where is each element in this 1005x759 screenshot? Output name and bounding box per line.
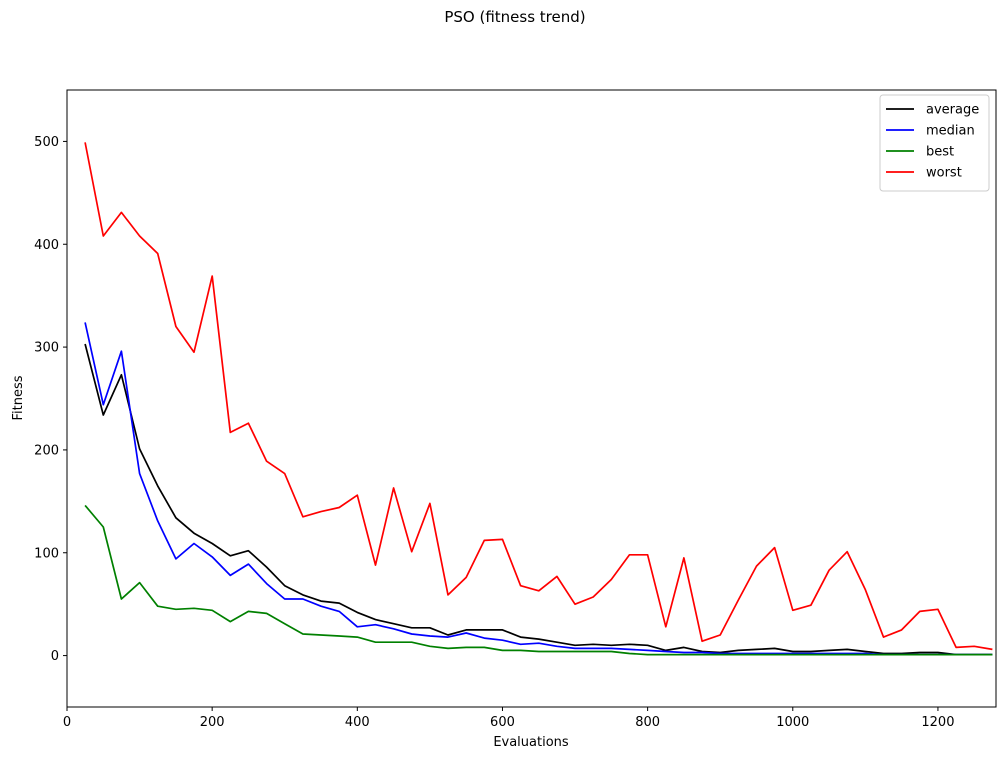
plot-area-frame <box>66 89 997 708</box>
series-lines <box>84 142 993 656</box>
x-tick-label: 600 <box>490 715 515 730</box>
y-tick-label: 500 <box>34 135 59 150</box>
legend-label-median: median <box>926 124 975 139</box>
legend-label-best: best <box>926 145 954 160</box>
legend-label-worst: worst <box>926 166 962 181</box>
x-tick-label: 800 <box>635 715 660 730</box>
x-axis: 0 200 400 600 800 1000 1200 <box>63 707 954 730</box>
x-tick-label: 0 <box>63 715 71 730</box>
x-tick-label: 1000 <box>776 715 809 730</box>
y-tick-label: 400 <box>34 238 59 253</box>
y-tick-label: 100 <box>34 546 59 561</box>
y-axis: 0 100 200 300 400 500 <box>34 135 67 664</box>
series-line-average <box>84 343 993 656</box>
legend-box <box>879 94 990 192</box>
x-tick-label: 1200 <box>921 715 954 730</box>
legend: average median best worst <box>879 94 990 192</box>
chart-title: PSO (fitness trend) <box>444 8 585 26</box>
y-tick-label: 0 <box>51 649 59 664</box>
x-tick-label: 200 <box>200 715 225 730</box>
series-line-best <box>84 504 993 656</box>
x-tick-label: 400 <box>345 715 370 730</box>
x-axis-label: Evaluations <box>493 735 569 750</box>
series-line-median <box>84 322 993 656</box>
legend-label-average: average <box>926 103 979 118</box>
y-axis-label: Fitness <box>11 375 26 420</box>
y-tick-label: 200 <box>34 443 59 458</box>
series-line-worst <box>84 142 993 651</box>
y-tick-label: 300 <box>34 341 59 356</box>
